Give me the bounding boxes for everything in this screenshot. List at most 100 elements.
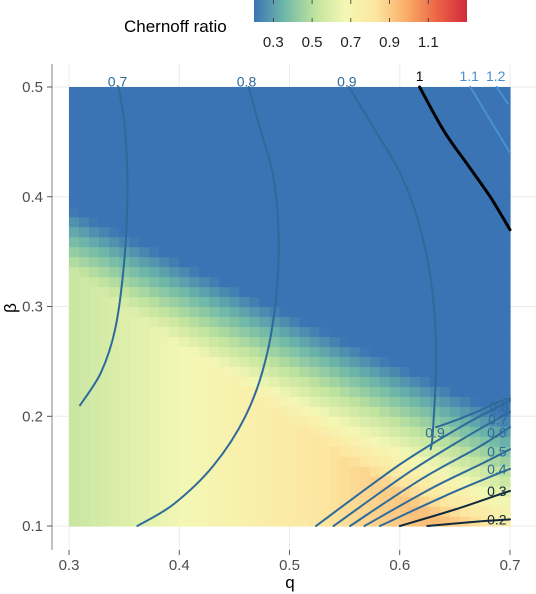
heat-tile: [369, 87, 381, 98]
heat-tile: [129, 286, 140, 298]
heat-tile: [339, 256, 351, 268]
heat-tile: [239, 306, 251, 318]
heat-tile: [319, 376, 331, 387]
heat-tile: [269, 136, 281, 148]
heat-tile: [169, 426, 180, 437]
heat-tile: [319, 326, 331, 338]
heat-tile: [349, 446, 361, 457]
heat-tile: [259, 426, 271, 437]
heat-tile: [489, 496, 501, 507]
heat-tile: [259, 96, 271, 108]
heat-tile: [459, 206, 471, 218]
heat-tile: [199, 276, 210, 288]
heat-tile: [259, 226, 271, 238]
heat-tile: [169, 436, 180, 447]
heat-tile: [339, 476, 351, 487]
heat-tile: [69, 436, 80, 447]
heat-tile: [179, 376, 190, 387]
heat-tile: [169, 406, 180, 417]
heat-tile: [109, 196, 120, 208]
heat-tile: [159, 156, 170, 168]
heat-tile: [139, 156, 150, 168]
heat-tile: [469, 206, 481, 218]
heat-tile: [479, 236, 491, 248]
heat-tile: [399, 136, 411, 148]
heat-tile: [109, 456, 120, 467]
heat-tile: [159, 276, 170, 288]
heat-tile: [459, 406, 471, 417]
heat-tile: [209, 346, 220, 357]
heat-tile: [349, 116, 361, 128]
heat-tile: [429, 516, 441, 527]
heat-tile: [389, 166, 401, 178]
heat-tile: [449, 176, 461, 188]
heat-tile: [79, 156, 90, 168]
heat-tile: [499, 496, 511, 507]
heat-tile: [79, 186, 90, 198]
heat-tile: [379, 236, 391, 248]
heat-tile: [319, 196, 331, 208]
heat-tile: [469, 476, 481, 487]
heat-tile: [209, 106, 220, 118]
heat-tile: [299, 326, 311, 338]
heat-tile: [339, 96, 351, 108]
heat-tile: [309, 416, 321, 427]
heat-tile: [299, 256, 311, 268]
heat-tile: [299, 426, 311, 437]
heat-tile: [329, 356, 341, 367]
heat-tile: [209, 436, 220, 447]
heat-tile: [469, 386, 481, 397]
heat-tile: [479, 386, 491, 397]
heat-tile: [229, 136, 240, 148]
heat-tile: [409, 396, 421, 407]
heat-tile: [489, 186, 501, 198]
heat-tile: [169, 316, 180, 328]
heat-tile: [439, 436, 451, 447]
heat-tile: [389, 96, 401, 108]
heat-tile: [449, 186, 461, 198]
heat-tile: [119, 336, 130, 348]
contour-line-0-4: [378, 467, 511, 527]
heat-tile: [389, 106, 401, 118]
heat-tile: [479, 426, 491, 437]
heat-tile: [199, 87, 210, 98]
heat-tile: [479, 296, 491, 308]
heat-tile: [459, 326, 471, 338]
heat-tile: [499, 206, 511, 218]
heat-tile: [409, 446, 421, 457]
heat-tile: [239, 316, 251, 328]
heat-tile: [119, 166, 130, 178]
heat-tile: [369, 516, 381, 527]
heat-tile: [209, 196, 220, 208]
heat-tile: [359, 376, 371, 387]
heat-tile: [419, 146, 431, 158]
heat-tile: [239, 216, 251, 228]
heat-tile: [159, 186, 170, 198]
heat-tile: [409, 186, 421, 198]
heat-tile: [149, 356, 160, 367]
heat-tile: [129, 186, 140, 198]
heat-tile: [189, 466, 200, 477]
heat-tile: [299, 516, 311, 527]
heat-tile: [429, 416, 441, 427]
heat-tile: [499, 326, 511, 338]
heat-tile: [209, 96, 220, 108]
heat-tile: [449, 266, 461, 278]
heat-tile: [119, 306, 130, 318]
heat-tile: [499, 116, 511, 128]
heat-tile: [109, 266, 120, 278]
heat-tile: [89, 506, 100, 517]
heat-tile: [489, 156, 501, 168]
heat-tile: [119, 216, 130, 228]
heat-tile: [189, 87, 200, 98]
heat-tile: [459, 126, 471, 138]
heat-tile: [69, 356, 80, 367]
heat-tile: [419, 296, 431, 308]
heat-tile: [239, 266, 251, 278]
heat-tile: [239, 126, 251, 138]
heat-tile: [389, 226, 401, 238]
heat-tile: [169, 346, 180, 357]
heat-tile: [479, 406, 491, 417]
heat-tile: [299, 136, 311, 148]
